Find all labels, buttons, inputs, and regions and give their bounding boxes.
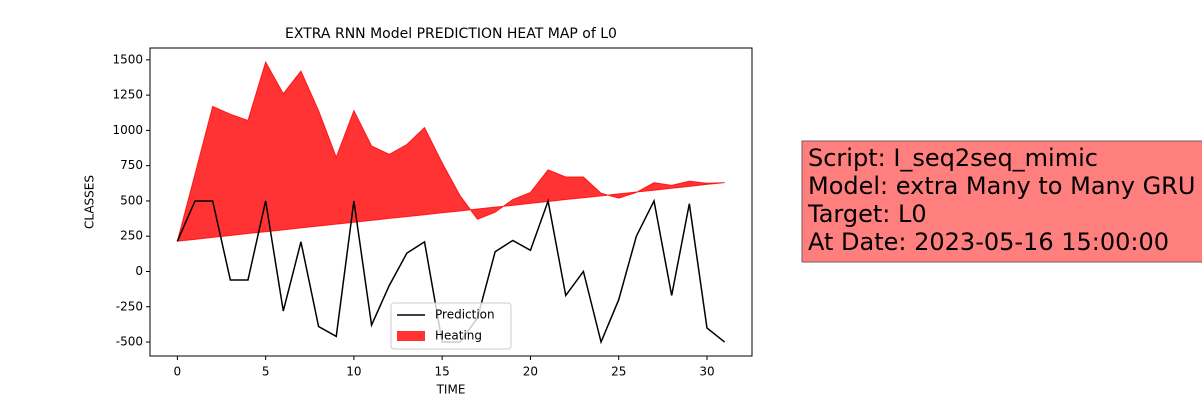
- legend-label: Prediction: [435, 308, 495, 322]
- x-tick-label: 0: [174, 365, 182, 379]
- x-tick-label: 25: [611, 365, 626, 379]
- legend-swatch: [397, 331, 425, 341]
- y-tick-label: 500: [120, 193, 143, 207]
- annotation-line: Script: I_seq2seq_mimic: [808, 144, 1098, 172]
- y-axis-label: CLASSES: [83, 175, 97, 229]
- y-tick-label: 0: [135, 264, 143, 278]
- x-tick-label: 30: [699, 365, 714, 379]
- x-tick-label: 20: [523, 365, 538, 379]
- chart-title: EXTRA RNN Model PREDICTION HEAT MAP of L…: [285, 26, 617, 42]
- y-tick-label: -500: [116, 335, 143, 349]
- annotation-line: Target: L0: [807, 200, 927, 228]
- area: [176, 60, 725, 242]
- x-axis-label: TIME: [436, 383, 466, 397]
- y-tick-label: -250: [116, 299, 143, 313]
- x-tick-label: 15: [435, 365, 450, 379]
- y-tick-label: 750: [120, 158, 143, 172]
- legend-label: Heating: [435, 329, 482, 343]
- y-tick-label: 1000: [112, 123, 143, 137]
- annotation-line: Model: extra Many to Many GRU: [808, 172, 1195, 200]
- legend: Prediction Heating: [390, 302, 512, 350]
- annotation-line: At Date: 2023-05-16 15:00:00: [808, 228, 1169, 256]
- x-tick-label: 10: [346, 365, 361, 379]
- y-tick-label: 1500: [112, 52, 143, 66]
- plot-frame: [149, 47, 753, 357]
- annotation-box: [801, 140, 1202, 263]
- y-tick-label: 1250: [112, 88, 143, 102]
- x-tick-label: 5: [262, 365, 270, 379]
- y-tick-label: 250: [120, 229, 143, 243]
